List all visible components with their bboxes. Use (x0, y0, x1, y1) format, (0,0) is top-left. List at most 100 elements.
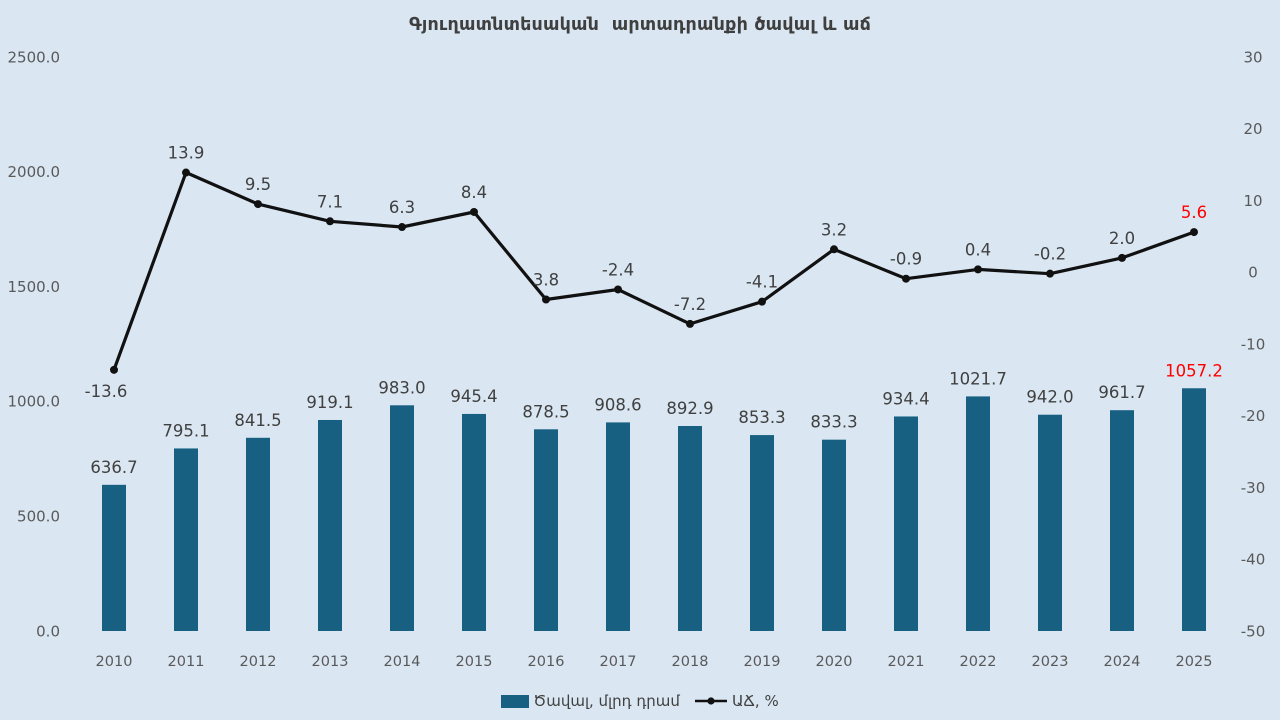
x-axis-label: 2017 (600, 654, 637, 670)
right-axis-tick: -10 (1241, 335, 1266, 353)
line-point-label: -0.2 (1034, 245, 1066, 264)
x-axis-label: 2012 (240, 654, 277, 670)
left-axis-tick: 2000.0 (8, 163, 61, 181)
bar-2025 (1182, 388, 1206, 631)
bar-2016 (534, 429, 558, 631)
line-point-label: -13.6 (85, 382, 128, 401)
x-axis-label: 2016 (528, 654, 565, 670)
bar-label: 942.0 (1026, 388, 1073, 407)
line-point (1046, 269, 1054, 278)
bar-2018 (678, 425, 702, 631)
right-axis-tick: -20 (1241, 407, 1266, 425)
bar-2017 (606, 422, 630, 631)
x-axis-label: 2024 (1104, 654, 1141, 670)
line-point-label: 5.6 (1181, 203, 1207, 222)
x-axis-label: 2011 (168, 654, 205, 670)
bar-label: 1057.2 (1165, 361, 1223, 380)
right-axis-tick: -30 (1241, 479, 1266, 497)
bar-2021 (894, 416, 918, 631)
bar-2024 (1110, 410, 1134, 631)
x-axis-label: 2021 (888, 654, 925, 670)
bar-2013 (318, 419, 342, 631)
left-axis-tick: 0.0 (36, 622, 60, 640)
right-axis-tick: -40 (1241, 551, 1266, 569)
chart-legend: Ծավալ, մլրդ դրամ ԱՃ, % (0, 692, 1280, 710)
line-point (1190, 228, 1198, 237)
line-point-label: -7.2 (674, 295, 706, 314)
right-axis-tick: 0 (1248, 264, 1258, 282)
line-point (182, 168, 190, 177)
bar-label: 841.5 (234, 411, 281, 430)
legend-line-icon (694, 697, 727, 705)
bar-label: 908.6 (594, 395, 641, 414)
line-point (254, 200, 262, 209)
line-point (614, 285, 622, 294)
bar-label: 934.4 (882, 389, 929, 408)
bar-label: 983.0 (378, 378, 425, 397)
line-point (902, 274, 910, 283)
bar-2022 (966, 396, 990, 631)
bar-2023 (1038, 414, 1062, 631)
bar-2014 (390, 405, 414, 631)
bar-label: 795.1 (162, 421, 209, 440)
legend-item-volume: Ծավալ, մլրդ դրամ (501, 692, 680, 710)
bar-2010 (102, 484, 126, 631)
line-point-label: 2.0 (1109, 229, 1135, 248)
x-axis-label: 2025 (1176, 654, 1213, 670)
line-point-label: -4.1 (746, 273, 778, 292)
line-point-label: 3.8 (533, 271, 559, 290)
bar-label: 1021.7 (949, 369, 1007, 388)
line-point (542, 295, 550, 304)
x-axis-label: 2013 (312, 654, 349, 670)
line-point-label: 13.9 (168, 144, 205, 163)
line-point (830, 245, 838, 254)
line-point-label: 8.4 (461, 183, 487, 202)
legend-item-growth: ԱՃ, % (694, 692, 779, 710)
x-axis-label: 2018 (672, 654, 709, 670)
bar-2012 (246, 437, 270, 631)
x-axis-label: 2014 (384, 654, 421, 670)
chart-title: Գյուղատնտեսական արտադրանքի ծավալ և աճ (408, 15, 872, 35)
right-axis-tick: 20 (1243, 120, 1262, 138)
bar-2019 (750, 435, 774, 631)
right-axis-tick: 30 (1243, 48, 1262, 66)
line-point-label: 3.2 (821, 220, 847, 239)
growth-line (112, 170, 1196, 372)
bar-2011 (174, 448, 198, 631)
right-axis-tick: 10 (1243, 192, 1262, 210)
line-point (1118, 253, 1126, 262)
x-axis-label: 2022 (960, 654, 997, 670)
bar-label: 833.3 (810, 413, 857, 432)
line-point (326, 217, 334, 226)
x-axis-label: 2019 (744, 654, 781, 670)
bar-label: 636.7 (90, 458, 137, 477)
legend-bar-label: Ծավալ, մլրդ դրամ (533, 692, 680, 710)
x-axis-label: 2020 (816, 654, 853, 670)
x-axis-label: 2015 (456, 654, 493, 670)
line-point-label: -0.9 (890, 250, 922, 269)
left-axis-tick: 1500.0 (8, 278, 61, 296)
bar-label: 919.1 (306, 393, 353, 412)
line-point-label: 6.3 (389, 198, 415, 217)
left-axis-tick: 500.0 (17, 507, 60, 525)
line-point (974, 265, 982, 274)
legend-line-label: ԱՃ, % (731, 692, 779, 710)
line-point-label: 9.5 (245, 175, 271, 194)
left-axis-tick: 1000.0 (8, 393, 61, 411)
line-point-label: 0.4 (965, 240, 991, 259)
line-point (758, 297, 766, 306)
legend-bar-swatch (501, 694, 530, 708)
line-point (686, 319, 694, 328)
line-point-label: -2.4 (602, 260, 634, 279)
line-point (470, 207, 478, 216)
bar-2020 (822, 439, 846, 631)
line-point (398, 223, 406, 232)
bar-label: 878.5 (522, 402, 569, 421)
bar-label: 961.7 (1098, 383, 1145, 402)
bar-label: 945.4 (450, 387, 497, 406)
x-axis-label: 2010 (96, 654, 133, 670)
bar-label: 853.3 (738, 408, 785, 427)
bar-label: 892.9 (666, 399, 713, 418)
bar-2015 (462, 413, 486, 631)
